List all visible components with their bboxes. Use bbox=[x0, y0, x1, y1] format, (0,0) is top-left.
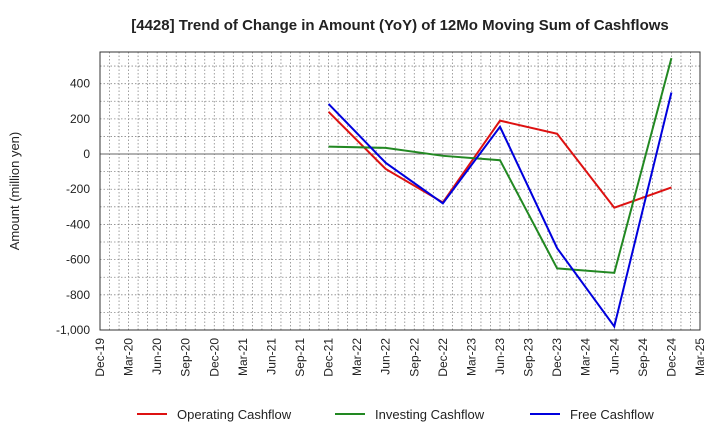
x-tick-label: Sep-21 bbox=[293, 338, 307, 377]
x-tick-label: Mar-25 bbox=[693, 338, 707, 376]
legend: Operating Cashflow Investing Cashflow Free… bbox=[137, 407, 654, 422]
x-tick-label: Sep-20 bbox=[179, 338, 193, 377]
y-tick-label: -1,000 bbox=[56, 323, 90, 337]
grid-lines bbox=[100, 52, 700, 330]
x-tick-label: Sep-22 bbox=[407, 338, 421, 377]
y-axis-label: Amount (million yen) bbox=[7, 132, 22, 251]
x-tick-label: Mar-21 bbox=[236, 338, 250, 376]
x-tick-label: Dec-20 bbox=[207, 338, 221, 377]
x-tick-label: Jun-23 bbox=[493, 338, 507, 375]
x-tick-label: Sep-23 bbox=[522, 338, 536, 377]
x-tick-label: Jun-20 bbox=[150, 338, 164, 375]
legend-label: Free Cashflow bbox=[570, 407, 654, 422]
x-tick-label: Jun-24 bbox=[607, 338, 621, 375]
series-line-free-cashflow bbox=[327, 92, 673, 329]
plot-area-frame bbox=[99, 51, 701, 331]
x-tick-label: Jun-21 bbox=[264, 338, 278, 375]
legend-label: Operating Cashflow bbox=[177, 407, 292, 422]
x-tick-label: Jun-22 bbox=[379, 338, 393, 375]
x-tick-label: Dec-23 bbox=[550, 338, 564, 377]
series-line-investing-cashflow bbox=[328, 57, 673, 274]
x-axis-ticks: Dec-19 Mar-20 Jun-20 Sep-20 Dec-20 Mar-21 Jun-… bbox=[93, 338, 707, 377]
x-tick-label: Dec-24 bbox=[664, 338, 678, 377]
series-lines bbox=[327, 57, 673, 329]
y-tick-label: 200 bbox=[70, 112, 90, 126]
y-tick-label: -200 bbox=[66, 182, 90, 196]
legend-label: Investing Cashflow bbox=[375, 407, 485, 422]
x-tick-label: Mar-20 bbox=[122, 338, 136, 376]
x-tick-label: Dec-22 bbox=[436, 338, 450, 377]
y-tick-label: -400 bbox=[66, 217, 90, 231]
x-tick-label: Mar-24 bbox=[579, 338, 593, 376]
chart-title: [4428] Trend of Change in Amount (YoY) o… bbox=[131, 17, 669, 34]
x-tick-label: Sep-24 bbox=[636, 338, 650, 377]
x-tick-label: Dec-19 bbox=[93, 338, 107, 377]
y-tick-label: -800 bbox=[66, 288, 90, 302]
y-tick-label: -600 bbox=[66, 253, 90, 267]
x-tick-label: Mar-23 bbox=[464, 338, 478, 376]
y-tick-label: 400 bbox=[70, 77, 90, 91]
x-tick-label: Dec-21 bbox=[322, 338, 336, 377]
y-axis-ticks: 400 200 0 -200 -400 -600 -800 -1,000 bbox=[56, 77, 90, 337]
y-tick-label: 0 bbox=[83, 147, 90, 161]
x-tick-label: Mar-22 bbox=[350, 338, 364, 376]
series-line-operating-cashflow bbox=[327, 111, 672, 209]
